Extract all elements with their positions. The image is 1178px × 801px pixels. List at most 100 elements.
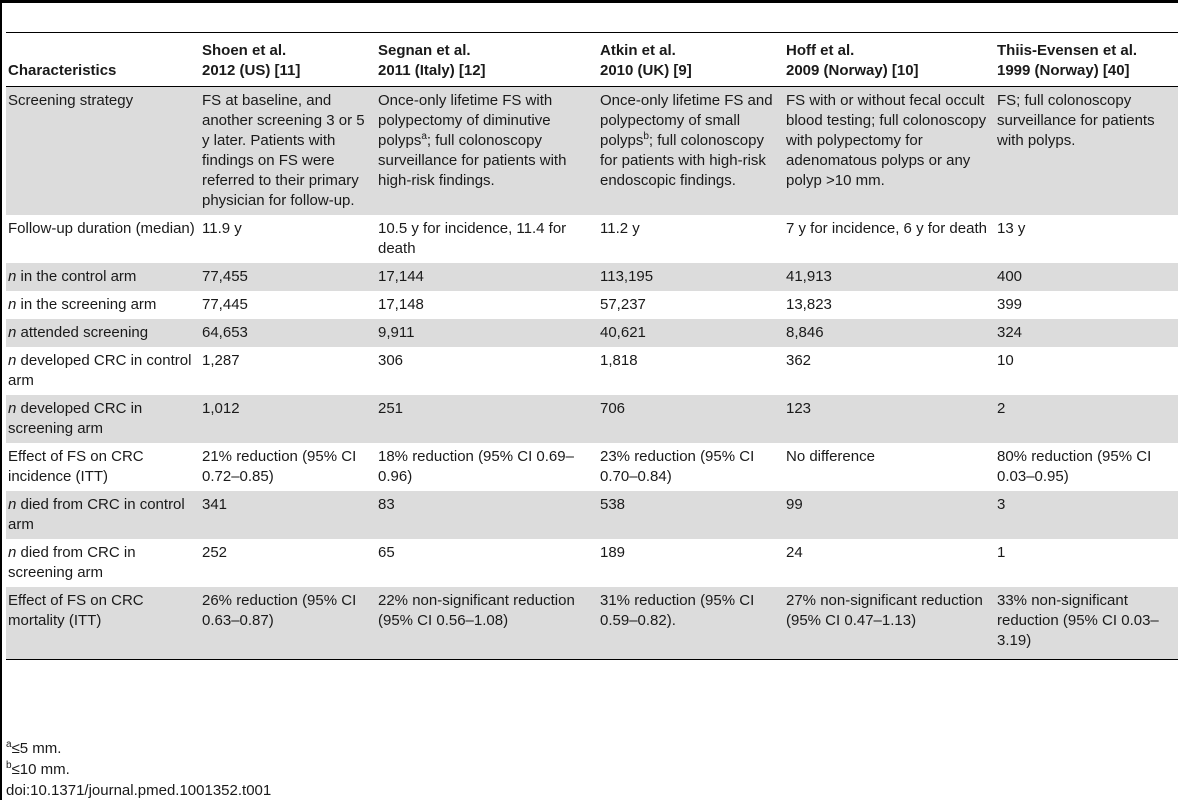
table-cell: 1,287 (202, 352, 240, 369)
row-label: n died from CRC in screening arm (6, 539, 200, 587)
row-label: n developed CRC in control arm (6, 347, 200, 395)
table-cell: 77,455 (200, 263, 376, 291)
row-label: n died from CRC in control arm (6, 491, 200, 539)
table-cell: 33% non-significant reduction (95% CI 0.… (995, 587, 1178, 660)
row-label-text: attended screening (16, 324, 149, 341)
table-cell: 27% non-significant reduction (95% CI 0.… (784, 587, 995, 660)
table-row: n died from CRC in screening arm 252 65 … (6, 539, 1178, 587)
row-label: Effect of FS on CRC incidence (ITT) (8, 448, 144, 485)
n-symbol: n (8, 496, 17, 513)
header-study-name: Thiis-Evensen et al. (997, 42, 1138, 59)
table-cell: FS with or without fecal occult blood te… (784, 86, 995, 215)
footnote-mark: b (643, 131, 649, 142)
table-cell: 189 (600, 544, 626, 561)
table-cell: 1 (997, 544, 1006, 561)
header-study-meta: 2010 (UK) [9] (600, 62, 692, 79)
row-label-text: died from CRC in control arm (8, 496, 185, 533)
row-label: Follow-up duration (median) (8, 220, 195, 237)
table-cell: 41,913 (784, 263, 995, 291)
n-symbol: n (8, 352, 17, 369)
table-cell: 8,846 (784, 319, 995, 347)
footnote-mark: a (421, 131, 427, 142)
table-cell: Once-only lifetime FS with polypectomy o… (376, 86, 598, 215)
left-border (0, 0, 2, 800)
table-cell: 21% reduction (95% CI 0.72–0.85) (202, 448, 357, 485)
row-label: Screening strategy (6, 86, 200, 215)
table-row: n developed CRC in control arm 1,287 306… (6, 347, 1178, 395)
table-row: n developed CRC in screening arm 1,012 2… (6, 395, 1178, 443)
header-study-meta: 2012 (US) [11] (202, 62, 301, 79)
cell-text: ; full colonoscopy surveillance for pati… (378, 132, 567, 189)
table-cell: 77,445 (202, 296, 248, 313)
table-top-rule (6, 32, 1178, 33)
table-cell: 13,823 (786, 296, 832, 313)
table-cell: 17,144 (376, 263, 598, 291)
table-cell: 399 (997, 296, 1023, 313)
n-symbol: n (8, 544, 17, 561)
table-cell: 17,148 (378, 296, 424, 313)
table-cell: FS at baseline, and another screening 3 … (200, 86, 376, 215)
top-border (0, 0, 1178, 3)
header-study-meta: 2011 (Italy) [12] (378, 62, 486, 79)
table-cell: 324 (995, 319, 1178, 347)
header-study-name: Hoff et al. (786, 42, 855, 59)
table-cell: 10.5 y for incidence, 11.4 for death (378, 220, 567, 257)
table-row: n attended screening 64,653 9,911 40,621… (6, 319, 1178, 347)
table-cell: Once-only lifetime FS and polypectomy of… (598, 86, 784, 215)
table-cell: 11.2 y (600, 220, 640, 237)
row-label: n in the screening arm (6, 291, 200, 319)
footnote-a-text: ≤5 mm. (11, 740, 62, 757)
table-cell: 18% reduction (95% CI 0.69–0.96) (378, 448, 574, 485)
footnote-b: b≤10 mm. (6, 759, 271, 780)
table-cell: 1,012 (200, 395, 376, 443)
table-row: Effect of FS on CRC incidence (ITT) 21% … (6, 443, 1178, 491)
table-cell: 341 (200, 491, 376, 539)
comparison-table: Characteristics Shoen et al. 2012 (US) [… (6, 33, 1178, 660)
n-symbol: n (8, 400, 17, 417)
table-cell: 3 (995, 491, 1178, 539)
table-cell: 80% reduction (95% CI 0.03–0.95) (997, 448, 1152, 485)
row-label-text: developed CRC in control arm (8, 352, 192, 389)
table-cell: 26% reduction (95% CI 0.63–0.87) (200, 587, 376, 660)
table-cell: 706 (598, 395, 784, 443)
table-row: n died from CRC in control arm 341 83 53… (6, 491, 1178, 539)
table-cell: 362 (786, 352, 812, 369)
n-symbol: n (8, 268, 17, 285)
row-label: Effect of FS on CRC mortality (ITT) (6, 587, 200, 660)
cell-text: Once-only lifetime FS with polypectomy o… (378, 92, 553, 149)
table-cell: 252 (202, 544, 228, 561)
row-label-text: developed CRC in screening arm (8, 400, 143, 437)
table-cell: 24 (786, 544, 803, 561)
table-cell: No difference (786, 448, 875, 465)
table-cell: 23% reduction (95% CI 0.70–0.84) (600, 448, 755, 485)
table-row: Screening strategy FS at baseline, and a… (6, 86, 1178, 215)
header-study-name: Shoen et al. (202, 42, 287, 59)
row-label: n developed CRC in screening arm (6, 395, 200, 443)
footnote-a: a≤5 mm. (6, 738, 271, 759)
header-study-meta: 1999 (Norway) [40] (997, 62, 1130, 79)
header-characteristics: Characteristics (6, 33, 200, 87)
table-row: Follow-up duration (median) 11.9 y 10.5 … (6, 215, 1178, 263)
header-row: Characteristics Shoen et al. 2012 (US) [… (6, 33, 1178, 87)
table-cell: 13 y (997, 220, 1026, 237)
doi-link[interactable]: doi:10.1371/journal.pmed.1001352.t001 (6, 782, 272, 799)
row-label-text: died from CRC in screening arm (8, 544, 136, 581)
footnote-b-mark: b (6, 760, 12, 771)
table-cell: FS; full colonoscopy surveillance for pa… (995, 86, 1178, 215)
table-cell: 538 (598, 491, 784, 539)
table-cell: 400 (995, 263, 1178, 291)
row-label: n in the control arm (6, 263, 200, 291)
row-label-text: in the screening arm (16, 296, 157, 313)
header-study-segnan: Segnan et al. 2011 (Italy) [12] (376, 33, 598, 87)
table-cell: 99 (784, 491, 995, 539)
table-cell: 31% reduction (95% CI 0.59–0.82). (598, 587, 784, 660)
header-study-hoff: Hoff et al. 2009 (Norway) [10] (784, 33, 995, 87)
header-study-atkin: Atkin et al. 2010 (UK) [9] (598, 33, 784, 87)
table-row: n in the control arm 77,455 17,144 113,1… (6, 263, 1178, 291)
table-cell: 306 (378, 352, 404, 369)
table-cell: 83 (376, 491, 598, 539)
table-footnotes: a≤5 mm. b≤10 mm. doi:10.1371/journal.pme… (6, 738, 271, 801)
n-symbol: n (8, 296, 17, 313)
table-row: n in the screening arm 77,445 17,148 57,… (6, 291, 1178, 319)
header-study-name: Atkin et al. (600, 42, 676, 59)
